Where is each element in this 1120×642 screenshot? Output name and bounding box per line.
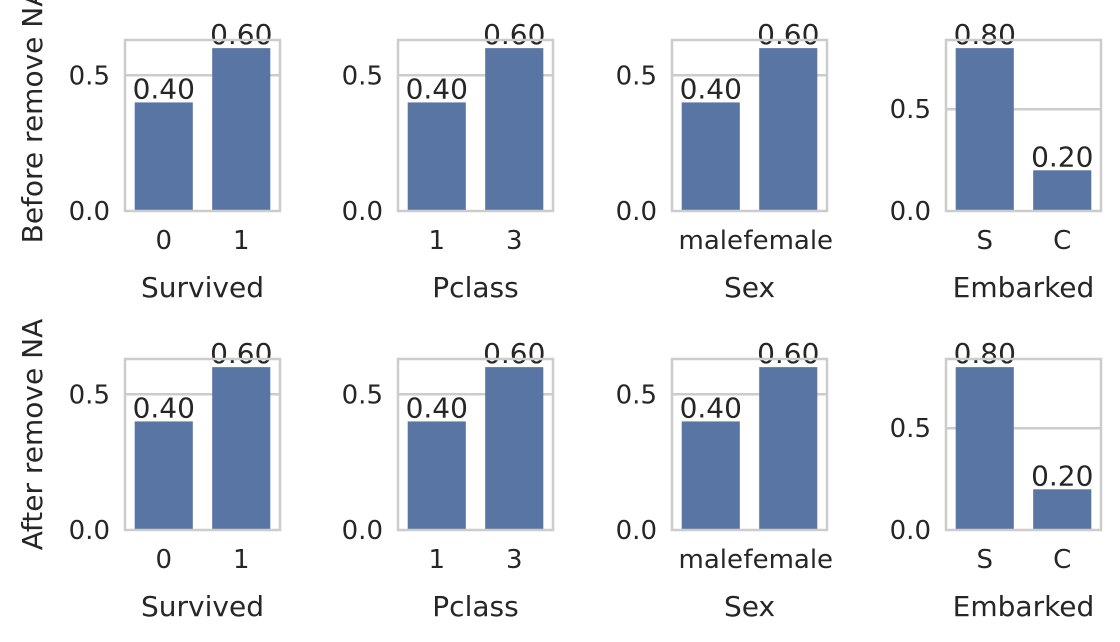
bar xyxy=(407,421,466,530)
bar xyxy=(1033,170,1092,211)
axes-frame xyxy=(944,357,1103,532)
y-tick-label: 0.0 xyxy=(69,516,110,546)
y-tick-label: 0.5 xyxy=(890,414,931,444)
bar xyxy=(407,102,466,211)
x-tick-label: S xyxy=(976,545,993,575)
x-tick-label: 3 xyxy=(506,226,523,256)
bar xyxy=(485,48,544,212)
x-axis-label: Pclass xyxy=(432,271,518,304)
y-tick-label: 0.0 xyxy=(342,516,383,546)
bar xyxy=(212,48,271,212)
bar-value-label: 0.80 xyxy=(954,337,1016,370)
bar-value-label: 0.20 xyxy=(1031,140,1093,173)
bar xyxy=(485,367,544,530)
bar xyxy=(681,421,740,530)
x-axis-label: Sex xyxy=(724,271,775,304)
y-tick-label: 0.0 xyxy=(69,197,110,227)
x-axis-label: Sex xyxy=(724,590,775,623)
bar xyxy=(134,421,193,530)
y-tick-label: 0.5 xyxy=(890,95,931,125)
bar-value-label: 0.60 xyxy=(483,18,545,51)
bar xyxy=(759,48,818,212)
bar xyxy=(681,102,740,211)
y-tick-label: 0.5 xyxy=(69,61,110,91)
x-tick-label: male xyxy=(679,545,743,575)
x-axis-label: Embarked xyxy=(953,590,1095,623)
bar-value-label: 0.60 xyxy=(757,18,819,51)
x-tick-label: 0 xyxy=(155,545,172,575)
x-axis-label: Embarked xyxy=(953,271,1095,304)
x-tick-label: female xyxy=(743,226,833,256)
x-tick-label: C xyxy=(1053,226,1071,256)
y-axis-label: After remove NA xyxy=(16,319,49,550)
bar xyxy=(955,367,1014,530)
bar-value-label: 0.40 xyxy=(680,391,742,424)
bar-value-label: 0.40 xyxy=(133,391,195,424)
bar-value-label: 0.40 xyxy=(406,391,468,424)
bar xyxy=(134,102,193,211)
x-tick-label: C xyxy=(1053,545,1071,575)
y-tick-label: 0.5 xyxy=(616,380,657,410)
y-tick-label: 0.0 xyxy=(890,516,931,546)
x-tick-label: S xyxy=(976,226,993,256)
x-tick-label: 0 xyxy=(155,226,172,256)
y-tick-label: 0.5 xyxy=(616,61,657,91)
bar-value-label: 0.60 xyxy=(210,337,272,370)
x-axis-label: Survived xyxy=(141,590,264,623)
bar-value-label: 0.40 xyxy=(406,72,468,105)
axes-frame xyxy=(396,357,555,532)
y-tick-label: 0.5 xyxy=(342,380,383,410)
bar-value-label: 0.40 xyxy=(133,72,195,105)
y-tick-label: 0.0 xyxy=(890,197,931,227)
y-tick-label: 0.0 xyxy=(342,197,383,227)
bar-value-label: 0.80 xyxy=(954,18,1016,51)
bar-value-label: 0.60 xyxy=(483,337,545,370)
axes-frame xyxy=(670,38,829,213)
y-tick-label: 0.0 xyxy=(616,197,657,227)
x-tick-label: 1 xyxy=(428,545,445,575)
y-tick-label: 0.0 xyxy=(616,516,657,546)
x-tick-label: male xyxy=(679,226,743,256)
bar-value-label: 0.60 xyxy=(757,337,819,370)
bar-value-label: 0.20 xyxy=(1031,459,1093,492)
y-tick-label: 0.5 xyxy=(342,61,383,91)
axes-frame xyxy=(944,38,1103,213)
axes-frame xyxy=(123,357,282,532)
bar xyxy=(759,367,818,530)
x-tick-label: 3 xyxy=(506,545,523,575)
y-tick-label: 0.5 xyxy=(69,380,110,410)
axes-frame xyxy=(123,38,282,213)
x-tick-label: 1 xyxy=(428,226,445,256)
x-tick-label: 1 xyxy=(233,226,250,256)
y-axis-label: Before remove NA xyxy=(16,0,49,243)
bar xyxy=(955,48,1014,212)
x-axis-label: Survived xyxy=(141,271,264,304)
bar-value-label: 0.40 xyxy=(680,72,742,105)
x-tick-label: 1 xyxy=(233,545,250,575)
axes-frame xyxy=(670,357,829,532)
bar xyxy=(1033,489,1092,530)
x-tick-label: female xyxy=(743,545,833,575)
bar xyxy=(212,367,271,530)
bar-value-label: 0.60 xyxy=(210,18,272,51)
x-axis-label: Pclass xyxy=(432,590,518,623)
axes-frame xyxy=(396,38,555,213)
